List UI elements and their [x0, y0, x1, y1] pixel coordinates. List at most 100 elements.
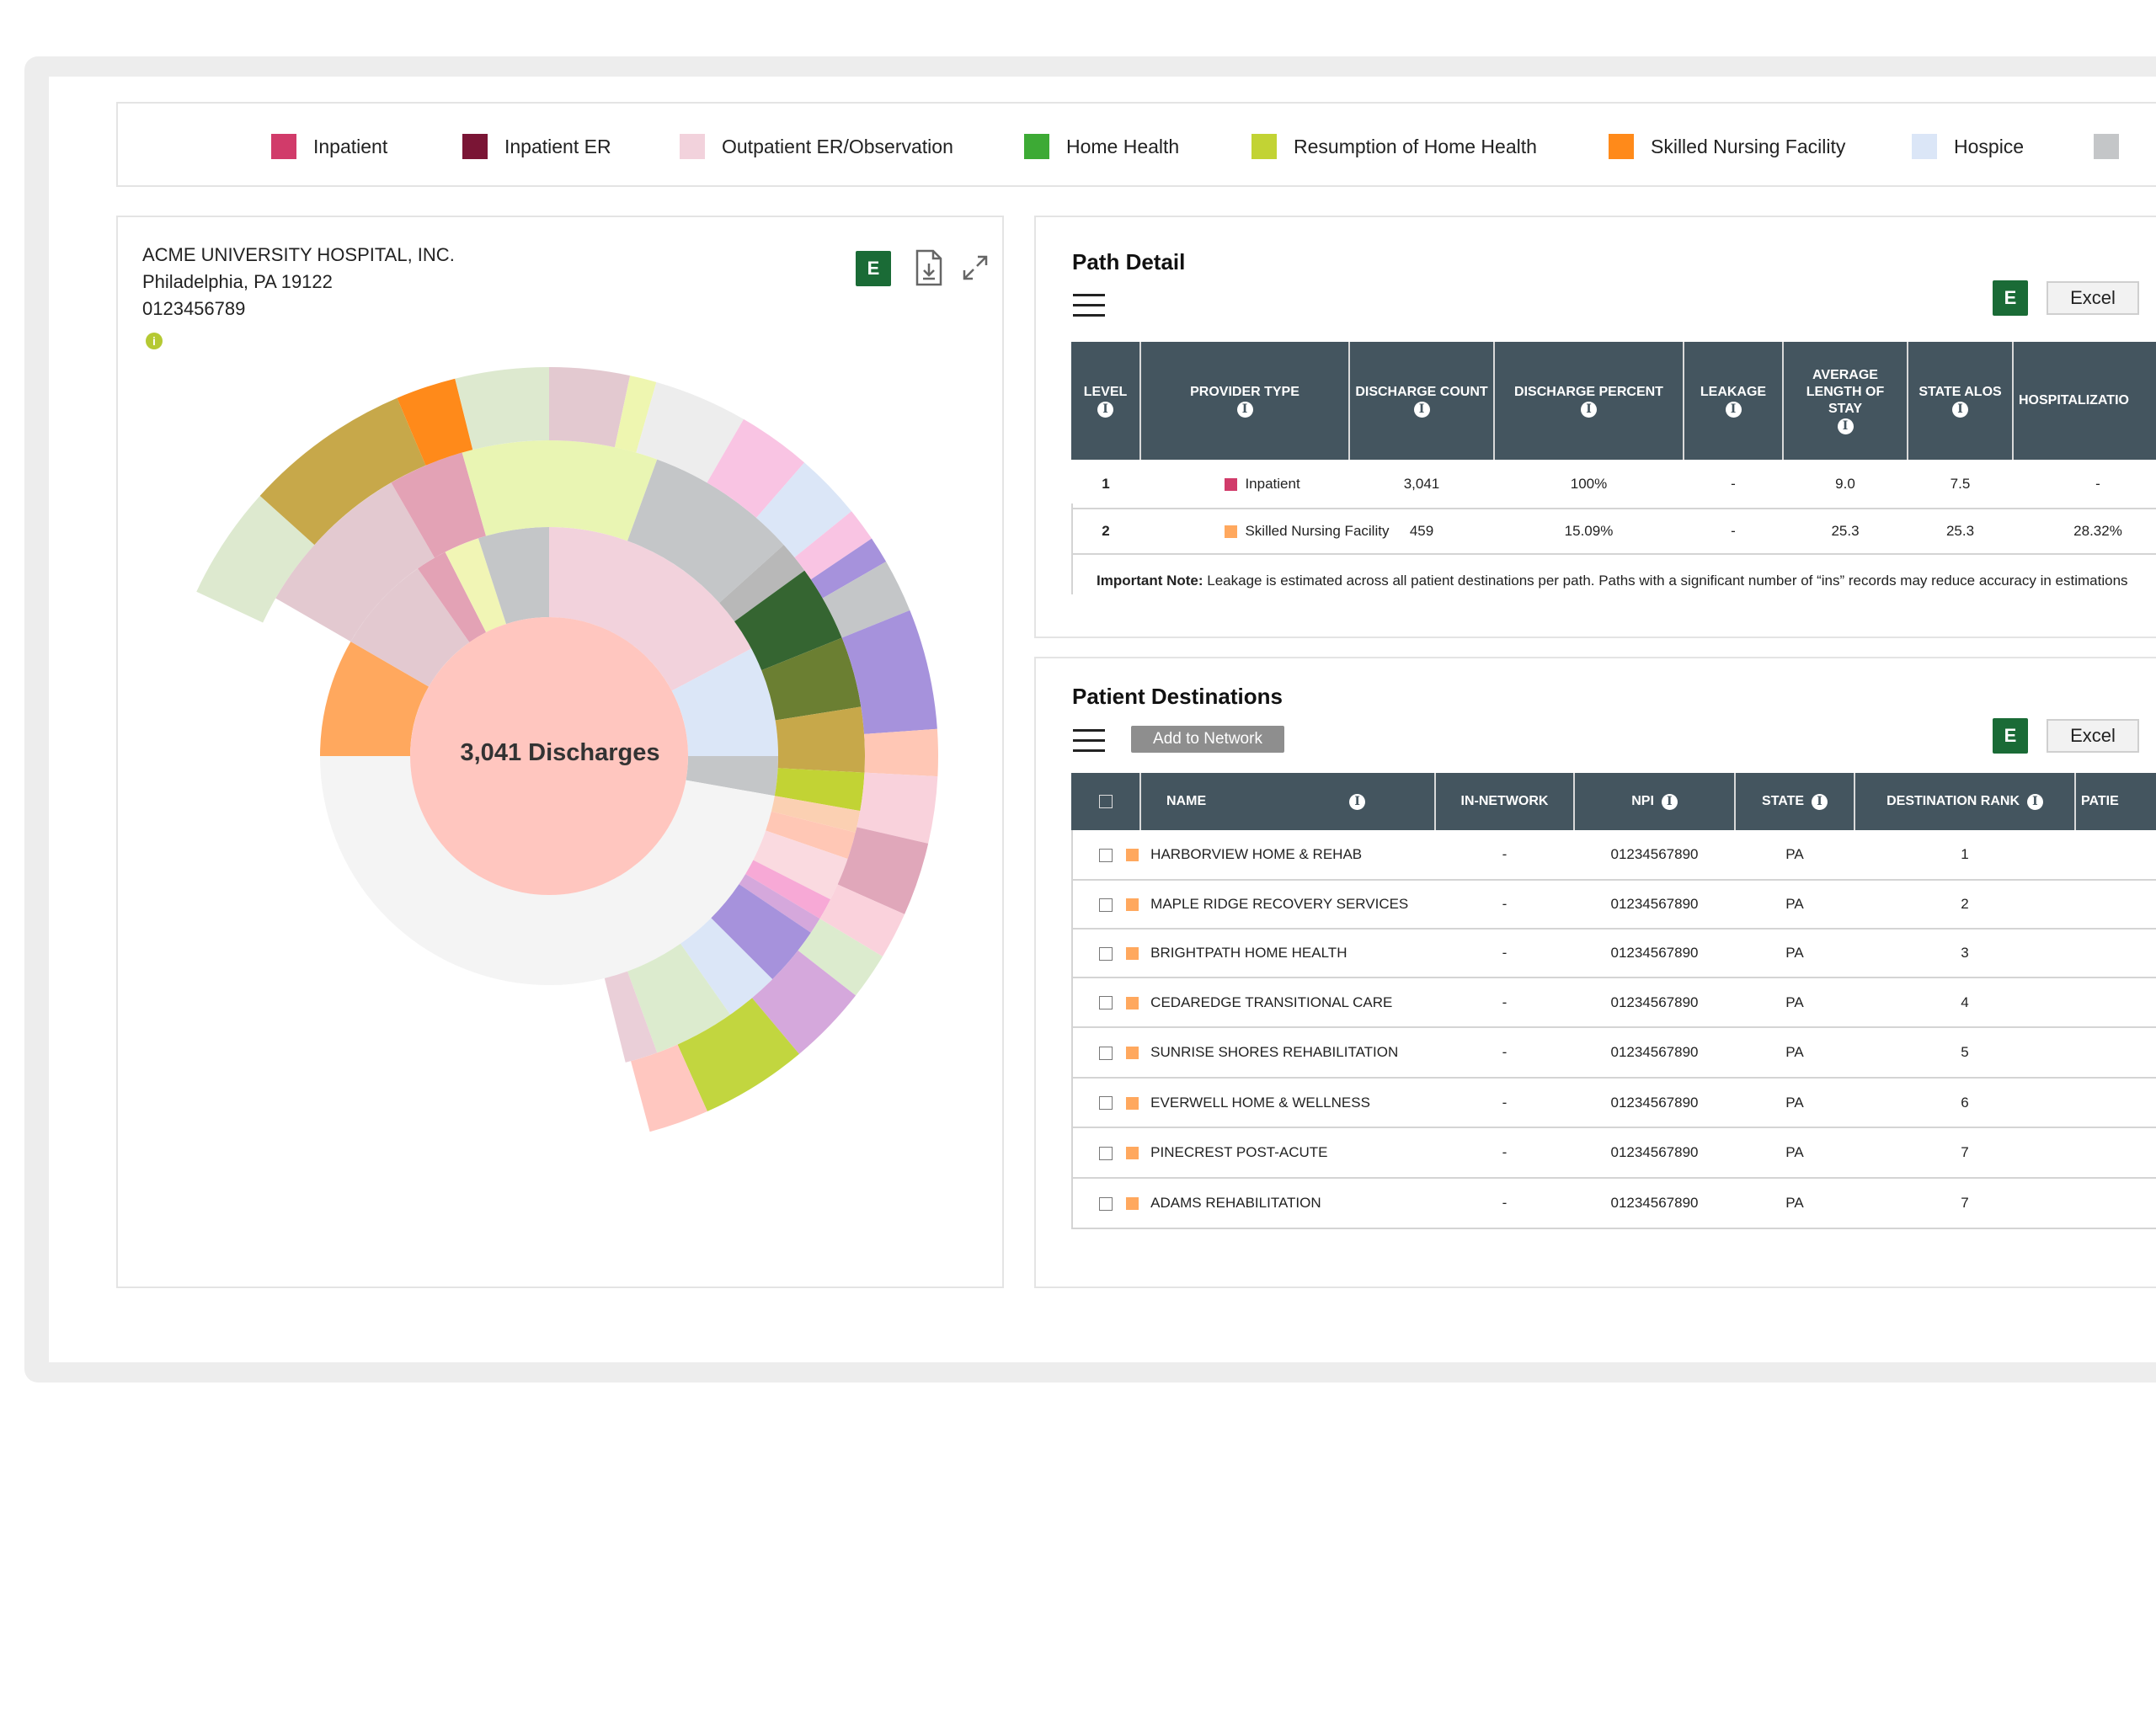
col-npi[interactable]: NPI i	[1574, 773, 1736, 830]
col-in-network[interactable]: In-Network	[1435, 773, 1575, 830]
ring2-segment[interactable]	[549, 440, 658, 541]
excel-button[interactable]: Excel	[2047, 281, 2139, 315]
table-row[interactable]: 1 Inpatient 3,041 100% - 9.0 7.5 -	[1071, 460, 2156, 509]
ring1-segment[interactable]	[445, 538, 507, 632]
ring2-segment[interactable]	[604, 971, 658, 1063]
ring3-segment[interactable]	[837, 827, 929, 914]
ring3-segment[interactable]	[756, 462, 852, 558]
ring2-segment[interactable]	[766, 811, 856, 860]
col-discharge-count[interactable]: Discharge Count i	[1349, 342, 1495, 460]
col-state[interactable]: State i	[1735, 773, 1855, 830]
legend-item-outpatient[interactable]: Outpatient ER/Observation	[680, 134, 953, 159]
ring3-segment[interactable]	[794, 511, 873, 580]
ring1-segment[interactable]	[671, 648, 779, 756]
excel-badge-icon[interactable]: E	[1993, 718, 2028, 754]
ring3-segment[interactable]	[631, 1044, 707, 1132]
table-row[interactable]: SUNRISE SHORES REHABILITATION - 01234567…	[1071, 1027, 2156, 1079]
col-state-alos[interactable]: State ALOS i	[1908, 342, 2014, 460]
table-row[interactable]: BRIGHTPATH HOME HEALTH - 01234567890 PA …	[1071, 929, 2156, 978]
table-row[interactable]: PINECREST POST-ACUTE - 01234567890 PA 7	[1071, 1127, 2156, 1179]
ring1-segment[interactable]	[549, 527, 752, 691]
legend-item-hospice[interactable]: Hospice	[1912, 134, 2024, 159]
download-pdf-icon[interactable]	[915, 249, 943, 286]
ring1-segment[interactable]	[320, 642, 430, 756]
menu-icon[interactable]	[1073, 729, 1105, 753]
ring3-segment[interactable]	[857, 772, 938, 844]
ring2-segment[interactable]	[761, 637, 862, 721]
table-row[interactable]: CEDAREDGE TRANSITIONAL CARE - 0123456789…	[1071, 978, 2156, 1028]
add-to-network-button[interactable]: Add to Network	[1131, 726, 1284, 753]
legend-item-inpatient-er[interactable]: Inpatient ER	[462, 134, 611, 159]
col-patients[interactable]: Patie	[2075, 773, 2156, 830]
cell-provider: Skilled Nursing Facility	[1140, 509, 1389, 555]
col-provider-type[interactable]: Provider Type i	[1140, 342, 1350, 460]
col-leakage[interactable]: Leakage i	[1684, 342, 1784, 460]
table-row[interactable]: ADAMS REHABILITATION - 01234567890 PA 7	[1071, 1178, 2156, 1229]
table-row[interactable]: HARBORVIEW HOME & REHAB - 01234567890 PA…	[1071, 830, 2156, 881]
ring3-segment[interactable]	[636, 381, 744, 483]
ring2-segment[interactable]	[745, 860, 831, 919]
col-name[interactable]: Name i	[1140, 773, 1436, 830]
ring2-segment[interactable]	[719, 545, 805, 622]
ring2-segment[interactable]	[753, 830, 848, 900]
ring3-segment[interactable]	[455, 367, 549, 450]
legend-item-other[interactable]	[2094, 134, 2136, 159]
menu-icon[interactable]	[1073, 294, 1105, 317]
table-row[interactable]: EVERWELL HOME & WELLNESS - 01234567890 P…	[1071, 1078, 2156, 1128]
ring2-segment[interactable]	[275, 482, 435, 642]
col-discharge-percent[interactable]: Discharge Percent i	[1494, 342, 1684, 460]
select-all-checkbox[interactable]	[1071, 773, 1141, 830]
cell-in-network: -	[1435, 1127, 1574, 1179]
ring3-segment[interactable]	[677, 998, 799, 1112]
ring1-segment[interactable]	[478, 527, 549, 625]
ring3-segment[interactable]	[864, 728, 938, 777]
ring2-segment[interactable]	[711, 884, 811, 980]
ring3-segment[interactable]	[259, 397, 426, 546]
table-row[interactable]: 2 Skilled Nursing Facility 459 15.09% - …	[1071, 509, 2156, 555]
ring3-segment[interactable]	[819, 884, 905, 956]
row-checkbox[interactable]	[1071, 978, 1140, 1028]
ring3-segment[interactable]	[614, 376, 657, 453]
sunburst-center[interactable]	[410, 617, 688, 895]
excel-badge-icon[interactable]: E	[1993, 280, 2028, 316]
table-row[interactable]: MAPLE RIDGE RECOVERY SERVICES - 01234567…	[1071, 880, 2156, 930]
ring2-segment[interactable]	[462, 440, 549, 536]
legend-item-home-health[interactable]: Home Health	[1024, 134, 1179, 159]
ring1-segment[interactable]	[417, 551, 487, 642]
ring1-segment[interactable]	[350, 568, 470, 687]
legend-item-resumption[interactable]: Resumption of Home Health	[1251, 134, 1537, 159]
ring3-segment[interactable]	[752, 950, 857, 1054]
ring2-segment[interactable]	[627, 943, 731, 1053]
ring2-segment[interactable]	[774, 768, 865, 812]
excel-export-icon[interactable]: E	[856, 251, 891, 286]
col-average-los[interactable]: Average Length of Stay i	[1783, 342, 1908, 460]
excel-button[interactable]: Excel	[2047, 719, 2139, 753]
ring2-segment[interactable]	[739, 874, 820, 933]
ring1-segment[interactable]	[686, 756, 779, 796]
ring2-segment[interactable]	[391, 452, 487, 558]
col-destination-rank[interactable]: Destination Rank i	[1854, 773, 2076, 830]
expand-icon[interactable]	[962, 254, 989, 281]
col-level[interactable]: Level i	[1071, 342, 1141, 460]
provider-swatch	[1225, 525, 1237, 539]
sunburst-chart[interactable]	[118, 217, 1002, 1287]
ring3-segment[interactable]	[397, 378, 473, 466]
ring2-segment[interactable]	[627, 459, 784, 603]
legend-item-inpatient[interactable]: Inpatient	[271, 134, 387, 159]
ring3-segment[interactable]	[707, 418, 805, 518]
ring3-segment[interactable]	[549, 367, 631, 448]
ring2-segment[interactable]	[771, 796, 861, 833]
ring3-segment[interactable]	[196, 495, 315, 623]
ring3-segment[interactable]	[798, 919, 883, 996]
info-icon[interactable]: i	[146, 333, 163, 349]
ring2-segment[interactable]	[734, 570, 842, 671]
info-icon: i	[1725, 402, 1742, 418]
ring2-segment[interactable]	[680, 918, 773, 1015]
ring3-segment[interactable]	[810, 538, 887, 599]
col-hospitalization[interactable]: Hospitalizatio	[2013, 342, 2156, 460]
ring3-segment[interactable]	[841, 610, 937, 734]
ring3-segment[interactable]	[822, 562, 910, 638]
ring2-segment[interactable]	[775, 706, 865, 773]
ring1-segment[interactable]	[320, 756, 775, 986]
legend-item-snf[interactable]: Skilled Nursing Facility	[1609, 134, 1845, 159]
